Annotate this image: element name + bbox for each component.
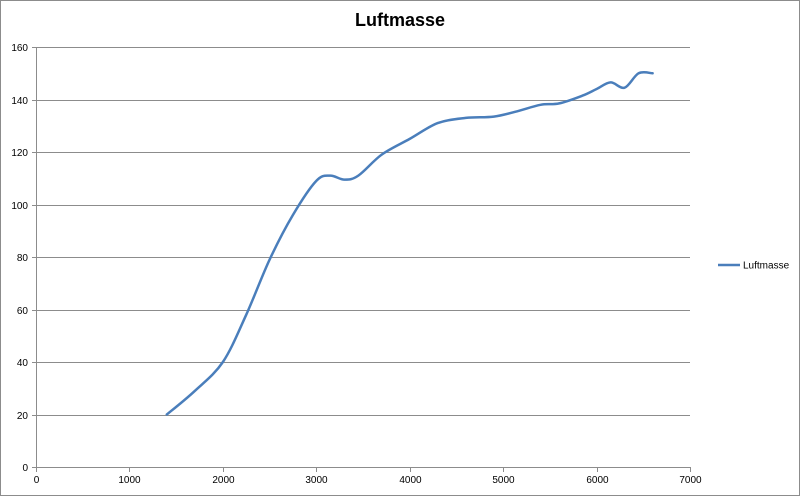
legend-label: Luftmasse (743, 261, 790, 272)
x-tick-label: 0 (34, 475, 40, 486)
x-tick-label: 2000 (212, 475, 235, 486)
x-tick-label: 6000 (586, 475, 609, 486)
gridlines (36, 47, 690, 416)
x-tick-labels: 0 1000 2000 3000 4000 5000 6000 7000 (34, 475, 702, 486)
y-tick-label: 140 (11, 96, 28, 107)
y-tick-label: 100 (11, 201, 28, 212)
y-tick-label: 120 (11, 148, 28, 159)
chart-title: Luftmasse (354, 10, 446, 30)
y-tick-label: 20 (17, 411, 29, 422)
y-tick-label: 160 (11, 43, 28, 54)
x-tick-label: 5000 (492, 475, 515, 486)
axes (32, 47, 691, 472)
series-layer (165, 70, 654, 416)
y-tick-label: 40 (17, 358, 29, 369)
series-line-0 (165, 70, 654, 416)
x-tick-label: 7000 (679, 475, 702, 486)
x-tick-label: 4000 (399, 475, 422, 486)
x-tick-label: 1000 (118, 475, 141, 486)
y-tick-label: 80 (17, 253, 29, 264)
y-tick-label: 60 (17, 306, 29, 317)
y-tick-labels: 0 20 40 60 80 100 120 140 160 (11, 43, 28, 474)
x-tick-label: 3000 (305, 475, 328, 486)
legend: Luftmasse (718, 261, 790, 272)
y-tick-label: 0 (22, 463, 28, 474)
